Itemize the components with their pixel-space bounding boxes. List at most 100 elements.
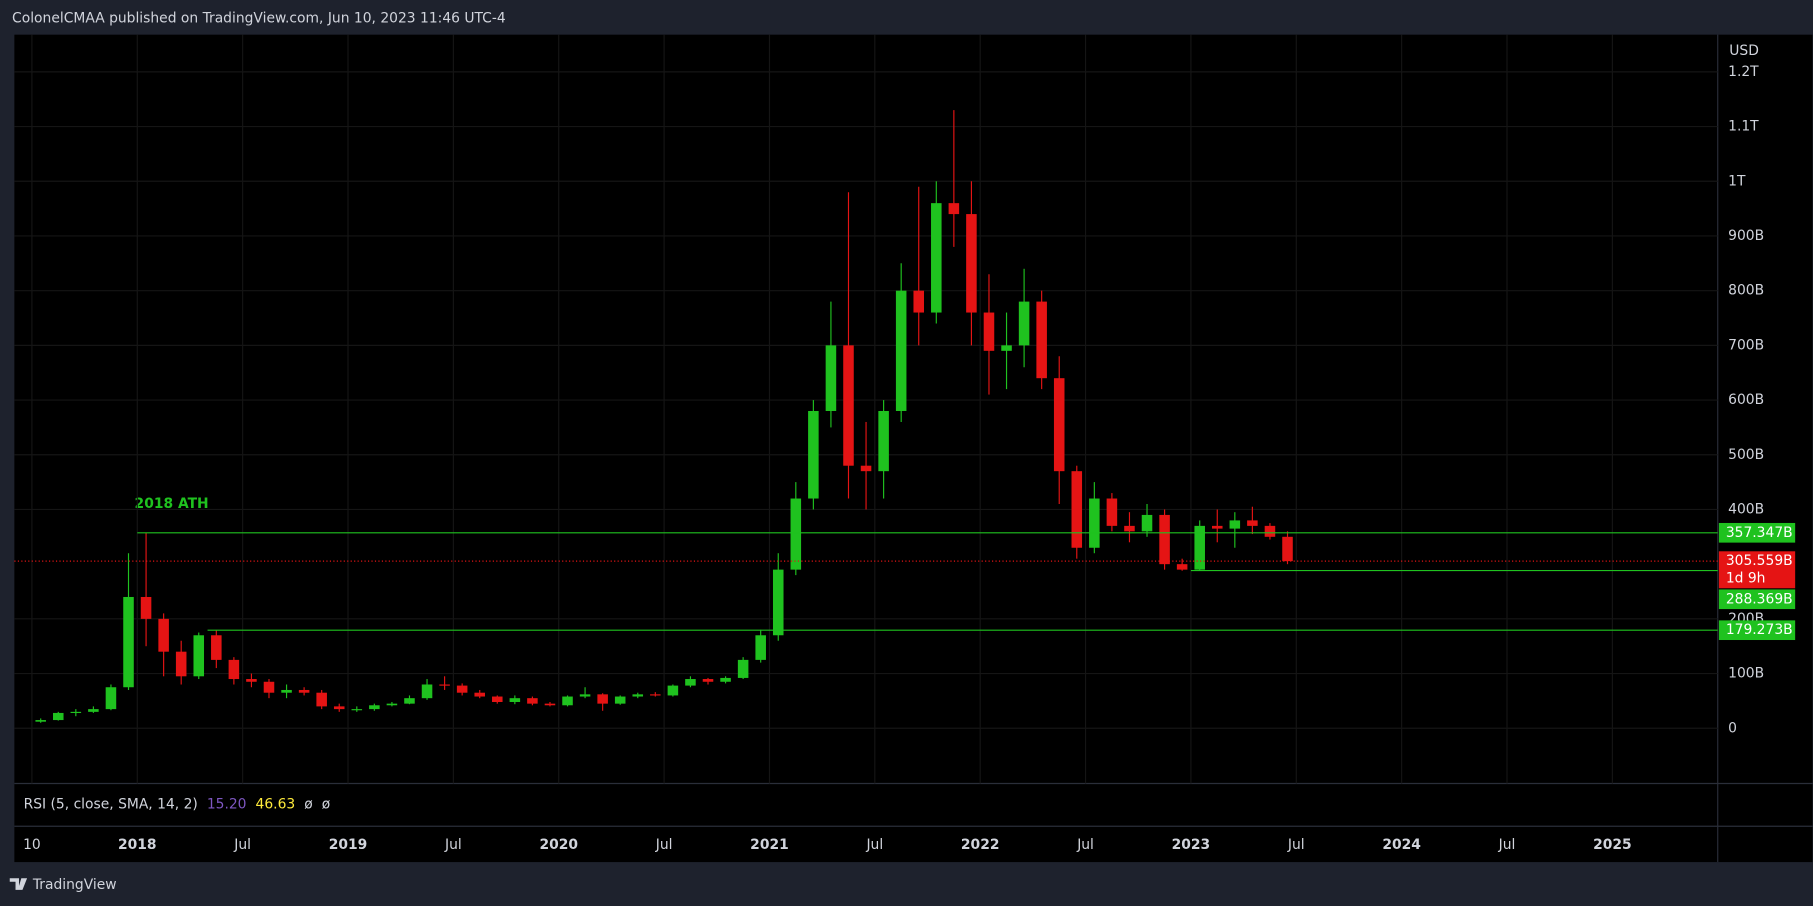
candle-body: [808, 411, 819, 499]
candle-body: [614, 696, 626, 704]
price-label-box: [1718, 551, 1796, 589]
y-tick-label: 1.2T: [1728, 64, 1759, 80]
x-tick-label: 10: [23, 837, 41, 853]
y-tick-label: 700B: [1728, 337, 1764, 353]
candle-body: [913, 290, 925, 313]
candle-body: [1071, 471, 1083, 548]
candle-body: [667, 685, 679, 696]
candle-body: [562, 696, 573, 706]
chart-area: [14, 34, 1813, 863]
candle-body: [895, 290, 907, 412]
header: ColonelCMAA published on TradingView.com…: [12, 10, 506, 26]
candle-body: [1053, 378, 1065, 472]
candle-body: [983, 312, 995, 351]
x-tick-label: Jul: [233, 837, 251, 853]
y-tick-label: 500B: [1728, 447, 1764, 463]
annotation: 2018 ATH: [135, 496, 209, 512]
price-label: 1d 9h: [1726, 570, 1766, 586]
x-tick-label: 2022: [961, 837, 1000, 853]
candle-body: [421, 684, 433, 699]
candle-body: [246, 679, 257, 682]
candle-body: [843, 345, 854, 466]
y-tick-label: 800B: [1728, 283, 1764, 299]
candle-body: [755, 635, 766, 660]
y-tick-label: 100B: [1728, 666, 1764, 682]
candle-body: [105, 687, 117, 710]
plot: 10 2018 Jul 2019 Jul 2020 Jul 2021 Jul 2022 Jul 202…: [14, 34, 1796, 853]
candle-body: [509, 698, 521, 703]
candle-body: [632, 694, 644, 697]
x-tick-label: Jul: [865, 837, 883, 853]
candle-body: [1282, 536, 1293, 562]
candle-body: [597, 694, 608, 704]
x-tick-label: 2025: [1593, 837, 1632, 853]
candle-body: [351, 709, 363, 711]
candle-body: [228, 659, 240, 680]
candle-body: [316, 692, 327, 707]
candle-body: [720, 677, 731, 682]
y-tick-label: 900B: [1728, 228, 1764, 244]
candle-body: [439, 684, 450, 686]
indicator-value: 15.20: [207, 796, 247, 812]
candle-body: [790, 498, 802, 570]
candle-body: [1229, 520, 1241, 529]
level-label-box: [1718, 522, 1796, 543]
candle-body: [702, 679, 714, 682]
candle-body: [1124, 525, 1135, 532]
x-tick-label: 2020: [539, 837, 578, 853]
level-label: 288.369B: [1726, 591, 1793, 607]
x-tick-label: Jul: [1287, 837, 1305, 853]
candle-body: [1211, 525, 1223, 529]
indicator-value: 46.63: [256, 796, 296, 812]
candle-body: [1141, 514, 1153, 532]
price-label: 305.559B: [1726, 553, 1793, 569]
candle-body: [158, 618, 169, 652]
candle-body: [1264, 525, 1276, 537]
y-tick-label: 0: [1728, 720, 1737, 736]
x-tick-label: 2023: [1172, 837, 1211, 853]
candle-body: [70, 711, 82, 714]
x-tick-label: Jul: [1498, 837, 1516, 853]
candle-body: [1106, 498, 1118, 526]
y-tick-label: 400B: [1728, 501, 1764, 517]
candle-body: [88, 709, 99, 712]
x-tick-label: 2019: [329, 837, 368, 853]
candle-body: [1018, 301, 1030, 346]
candle-body: [1036, 301, 1047, 379]
candle-body: [333, 706, 345, 710]
candle-body: [456, 685, 468, 693]
candle-body: [123, 596, 134, 688]
indicator-legend: RSI (5, close, SMA, 14, 2) 15.20 46.63 ø…: [24, 796, 331, 812]
level-label: 179.273B: [1726, 622, 1793, 638]
candle-body: [527, 698, 538, 704]
candle-body: [948, 203, 960, 215]
candle-body: [386, 703, 398, 706]
candle-body: [1001, 345, 1012, 351]
candle-body: [35, 720, 46, 722]
x-tick-label: 2024: [1382, 837, 1421, 853]
candle-body: [878, 411, 889, 472]
candle-body: [931, 203, 942, 313]
candle-body: [404, 698, 415, 704]
candle-body: [140, 596, 152, 619]
footer: TradingView: [32, 877, 117, 893]
candle-body: [492, 696, 503, 703]
candle-body: [175, 651, 187, 677]
y-tick-label: 1T: [1728, 173, 1746, 189]
candle-body: [369, 705, 380, 710]
candle-body: [1247, 520, 1258, 526]
candle-body: [474, 692, 485, 697]
candle-body: [737, 659, 749, 678]
x-tick-label: 2018: [118, 837, 157, 853]
y-tick-label: 600B: [1728, 392, 1764, 408]
candle-body: [966, 214, 977, 313]
candle-body: [1089, 498, 1100, 548]
candle-body: [263, 681, 275, 693]
candle-body: [860, 465, 872, 472]
logo: [9, 878, 28, 890]
indicator-name: RSI (5, close, SMA, 14, 2): [24, 796, 198, 812]
level-label-box: [1718, 620, 1796, 641]
candle-body: [1176, 564, 1188, 570]
